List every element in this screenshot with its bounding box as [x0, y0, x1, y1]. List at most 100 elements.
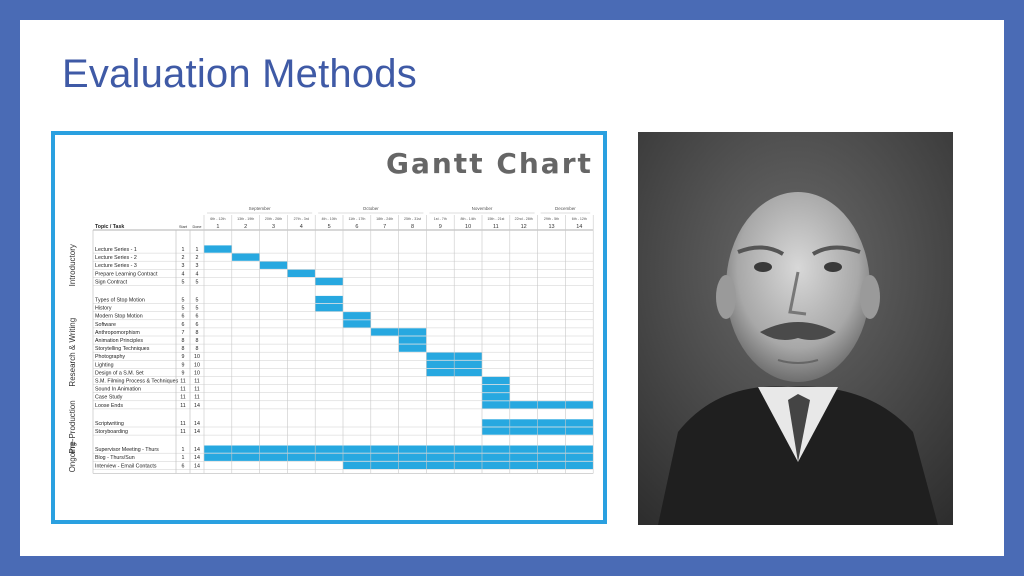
task-name: Software [95, 322, 116, 328]
task-name: Loose Ends [95, 403, 123, 409]
week-label: 29th - 5th [544, 217, 559, 221]
task-start: 4 [182, 271, 185, 277]
task-name: Supervisor Meeting - Thurs [95, 447, 159, 453]
task-start: 11 [180, 387, 186, 393]
week-label: 6th - 12th [572, 217, 587, 221]
week-label: 20th - 26th [265, 217, 282, 221]
task-done: 1 [196, 247, 199, 253]
task-name: Prepare Learning Contract [95, 271, 158, 277]
task-start: 11 [180, 395, 186, 401]
week-label: 11th - 17th [348, 217, 365, 221]
task-done: 8 [196, 338, 199, 344]
portrait-photo [638, 132, 953, 525]
task-bar [482, 393, 510, 401]
task-start: 1 [182, 447, 185, 453]
group-label: Pre-Production [68, 400, 77, 453]
week-number: 11 [493, 224, 499, 230]
task-name: Interview - Email Contacts [95, 463, 157, 469]
header-start: Start [179, 225, 188, 229]
task-name: History [95, 306, 112, 312]
gantt-heading: Gantt Chart [386, 147, 593, 180]
task-done: 14 [194, 421, 200, 427]
task-name: Photography [95, 354, 125, 360]
task-bar [482, 376, 510, 385]
task-done: 11 [194, 379, 200, 385]
task-name: S.M. Filming Process & Techniques [95, 379, 179, 385]
week-number: 12 [521, 224, 527, 230]
task-done: 11 [194, 395, 200, 401]
task-name: Sound In Animation [95, 387, 141, 393]
week-number: 8 [411, 224, 414, 230]
task-done: 5 [196, 298, 199, 304]
task-bar [482, 385, 510, 393]
task-start: 3 [182, 263, 185, 269]
task-start: 9 [182, 370, 185, 376]
week-number: 2 [244, 224, 247, 230]
task-start: 11 [180, 429, 186, 435]
task-done: 14 [194, 429, 200, 435]
week-number: 4 [300, 224, 303, 230]
task-done: 8 [196, 346, 199, 352]
task-bar [343, 312, 371, 320]
task-start: 1 [182, 247, 185, 253]
task-done: 10 [194, 370, 200, 376]
month-label: December [555, 206, 576, 211]
task-done: 2 [196, 255, 199, 261]
task-done: 11 [194, 387, 200, 393]
task-done: 3 [196, 263, 199, 269]
task-done: 5 [196, 279, 199, 285]
task-name: Lighting [95, 362, 114, 368]
task-start: 5 [182, 306, 185, 312]
task-done: 14 [194, 463, 200, 469]
task-name: Case Study [95, 395, 123, 401]
task-bar [315, 295, 343, 304]
gantt-chart-image: Gantt Chart September October November Dece… [51, 131, 607, 524]
task-done: 14 [194, 455, 200, 461]
week-label: 6th - 12th [210, 217, 225, 221]
header-done: Done [192, 225, 201, 229]
week-number: 7 [383, 224, 386, 230]
week-label: 1st - 7th [434, 217, 447, 221]
task-start: 8 [182, 338, 185, 344]
week-label: 27th - 3rd [294, 217, 309, 221]
task-name: Anthropomorphism [95, 330, 140, 336]
task-done: 5 [196, 306, 199, 312]
task-start: 8 [182, 346, 185, 352]
task-bar [204, 245, 232, 253]
task-name: Design of a S.M. Set [95, 370, 144, 376]
week-label: 13th - 19th [237, 217, 254, 221]
week-number: 6 [355, 224, 358, 230]
header-topic: Topic / Task [95, 224, 124, 230]
group-label: Research & Writing [68, 318, 77, 387]
task-name: Sign Contract [95, 279, 128, 285]
task-done: 10 [194, 362, 200, 368]
task-done: 6 [196, 322, 199, 328]
task-bar [287, 269, 316, 277]
task-bar [398, 344, 427, 352]
task-done: 10 [194, 354, 200, 360]
task-name: Scriptwriting [95, 421, 124, 427]
week-label: 22nd - 28th [515, 217, 533, 221]
task-start: 2 [182, 255, 185, 261]
task-done: 14 [194, 447, 200, 453]
task-name: Storytelling Techniques [95, 346, 150, 352]
task-start: 7 [182, 330, 185, 336]
task-name: Lecture Series - 1 [95, 247, 137, 253]
task-start: 1 [182, 455, 185, 461]
task-done: 8 [196, 330, 199, 336]
slide-title: Evaluation Methods [62, 52, 417, 96]
task-done: 6 [196, 314, 199, 320]
task-start: 5 [182, 279, 185, 285]
task-name: Lecture Series - 2 [95, 255, 137, 261]
week-label: 25th - 31st [404, 217, 421, 221]
task-start: 11 [180, 403, 186, 409]
task-start: 6 [182, 322, 185, 328]
week-number: 1 [216, 224, 219, 230]
task-bar [398, 336, 427, 344]
month-label: November [472, 206, 493, 211]
task-bar [315, 304, 343, 312]
week-label: 4th - 10th [322, 217, 337, 221]
week-label: 8th - 14th [461, 217, 476, 221]
group-label: Ongoing [68, 442, 77, 472]
task-bar [259, 261, 288, 269]
